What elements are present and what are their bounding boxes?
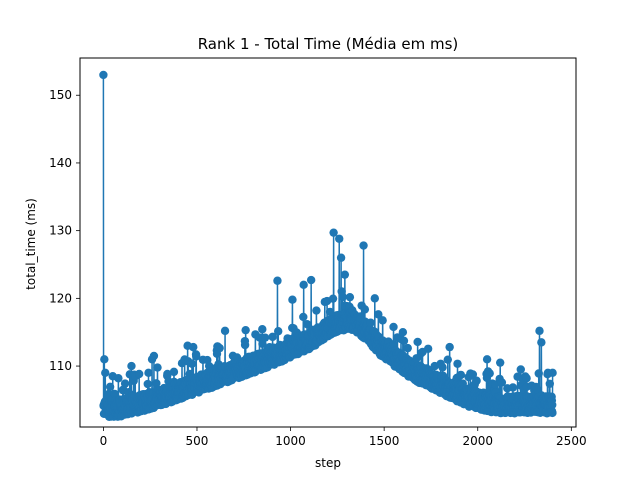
data-point xyxy=(468,370,478,379)
data-point xyxy=(241,325,250,335)
data-point xyxy=(516,365,525,374)
data-point xyxy=(220,326,230,336)
x-axis-label: step xyxy=(315,456,341,470)
data-point xyxy=(548,368,557,378)
data-point xyxy=(127,361,136,371)
data-point xyxy=(328,294,338,303)
data-point xyxy=(438,363,447,372)
y-tick-label: 120 xyxy=(49,291,72,305)
data-point xyxy=(143,379,152,389)
data-point xyxy=(274,327,283,336)
data-point xyxy=(508,383,518,392)
data-point xyxy=(163,369,172,379)
y-tick-label: 150 xyxy=(49,88,72,102)
data-point xyxy=(374,310,383,319)
data-point xyxy=(485,369,494,378)
data-point xyxy=(548,408,557,418)
data-point xyxy=(534,369,543,378)
data-point xyxy=(522,374,531,383)
data-point xyxy=(497,378,507,387)
data-point xyxy=(399,336,409,345)
data-point xyxy=(453,359,462,368)
data-point xyxy=(335,234,344,243)
data-point xyxy=(482,355,492,364)
data-point xyxy=(537,338,546,347)
data-point xyxy=(456,370,466,380)
y-axis-label: total_time (ms) xyxy=(24,198,38,290)
data-point xyxy=(370,294,379,303)
data-point xyxy=(490,380,500,389)
data-point xyxy=(299,280,308,290)
data-point xyxy=(306,275,316,285)
data-point xyxy=(169,367,179,377)
data-point xyxy=(120,379,130,388)
data-point xyxy=(240,340,250,350)
x-tick-label: 1500 xyxy=(369,434,400,448)
plot-frame xyxy=(79,57,577,428)
series-marker-group xyxy=(99,70,557,421)
data-point xyxy=(533,385,542,394)
data-point xyxy=(114,374,123,383)
x-tick-label: 0 xyxy=(100,434,108,448)
data-point xyxy=(101,368,110,378)
data-point xyxy=(545,379,554,389)
y-tick-label: 140 xyxy=(49,156,72,170)
data-point xyxy=(189,342,198,352)
data-point xyxy=(288,295,297,304)
y-tick-label: 130 xyxy=(49,224,72,238)
data-point xyxy=(472,376,481,385)
data-point xyxy=(443,355,452,364)
x-tick-label: 2000 xyxy=(462,434,493,448)
data-point xyxy=(192,352,201,361)
y-tick-label: 110 xyxy=(49,359,72,373)
data-point xyxy=(423,344,433,353)
data-point xyxy=(329,228,338,237)
series-line xyxy=(102,74,554,417)
y-axis: 110 120 130 140 150 xyxy=(49,88,80,373)
data-point xyxy=(100,355,109,364)
data-point xyxy=(389,322,398,332)
data-point xyxy=(360,305,370,314)
data-point xyxy=(336,253,346,262)
data-point xyxy=(403,343,412,353)
data-point xyxy=(325,307,335,317)
data-point xyxy=(398,328,408,337)
data-point xyxy=(312,306,321,315)
data-point xyxy=(299,312,308,322)
x-tick-label: 2500 xyxy=(556,434,587,448)
data-point xyxy=(258,325,267,334)
data-point xyxy=(302,319,312,329)
data-point xyxy=(149,351,159,361)
data-point xyxy=(260,333,270,342)
data-point xyxy=(359,241,368,250)
data-point xyxy=(152,379,161,388)
data-point xyxy=(134,369,144,379)
data-point xyxy=(215,343,224,353)
data-point xyxy=(345,292,355,302)
series-line-group xyxy=(102,74,554,417)
data-point xyxy=(110,389,119,399)
data-point xyxy=(445,342,454,352)
data-point xyxy=(548,400,557,410)
data-point xyxy=(105,382,115,391)
data-point xyxy=(99,70,108,80)
chart-title: Rank 1 - Total Time (Média em ms) xyxy=(198,35,459,53)
x-tick-label: 500 xyxy=(186,434,209,448)
data-point xyxy=(366,318,375,327)
data-point xyxy=(378,316,387,325)
x-axis: 0 500 1000 1500 2000 2500 xyxy=(100,427,587,448)
data-point xyxy=(268,332,277,342)
data-point xyxy=(187,359,197,368)
data-point xyxy=(413,337,422,347)
data-point xyxy=(338,292,347,302)
data-point xyxy=(153,363,162,372)
data-point xyxy=(340,270,350,279)
data-point xyxy=(273,276,282,285)
x-tick-label: 1000 xyxy=(275,434,306,448)
data-point xyxy=(496,358,505,367)
data-point xyxy=(144,368,153,378)
data-point xyxy=(535,326,544,336)
